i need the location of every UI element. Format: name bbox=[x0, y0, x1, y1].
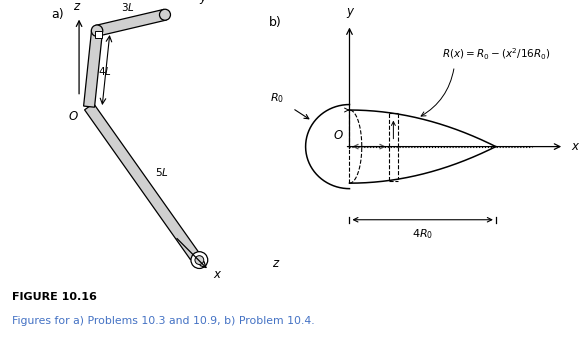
Text: $3L$: $3L$ bbox=[120, 1, 134, 13]
Text: $y$: $y$ bbox=[199, 0, 208, 6]
Text: $O$: $O$ bbox=[68, 110, 79, 123]
Text: a): a) bbox=[51, 8, 64, 21]
Text: $z$: $z$ bbox=[73, 0, 81, 13]
Polygon shape bbox=[96, 9, 166, 36]
Circle shape bbox=[160, 9, 170, 20]
Circle shape bbox=[92, 25, 103, 36]
Text: $5L$: $5L$ bbox=[155, 165, 169, 178]
Text: $R_0$: $R_0$ bbox=[269, 91, 284, 104]
Text: $R(x) = R_0 - (x^2/16R_0)$: $R(x) = R_0 - (x^2/16R_0)$ bbox=[442, 46, 551, 62]
Polygon shape bbox=[83, 30, 103, 107]
Polygon shape bbox=[85, 103, 200, 259]
Text: $x$: $x$ bbox=[213, 268, 222, 281]
Circle shape bbox=[191, 252, 208, 269]
Text: $4R_0$: $4R_0$ bbox=[412, 227, 433, 241]
Text: $O$: $O$ bbox=[333, 129, 343, 142]
Text: b): b) bbox=[269, 16, 282, 29]
Text: $y$: $y$ bbox=[346, 6, 355, 20]
Text: $4L$: $4L$ bbox=[98, 65, 112, 76]
Text: $z$: $z$ bbox=[272, 257, 281, 270]
Text: Figures for a) Problems 10.3 and 10.9, b) Problem 10.4.: Figures for a) Problems 10.3 and 10.9, b… bbox=[12, 315, 315, 326]
Text: FIGURE 10.16: FIGURE 10.16 bbox=[12, 292, 97, 302]
Text: $x$: $x$ bbox=[571, 140, 581, 153]
Circle shape bbox=[195, 256, 204, 265]
Bar bbox=[95, 31, 102, 38]
